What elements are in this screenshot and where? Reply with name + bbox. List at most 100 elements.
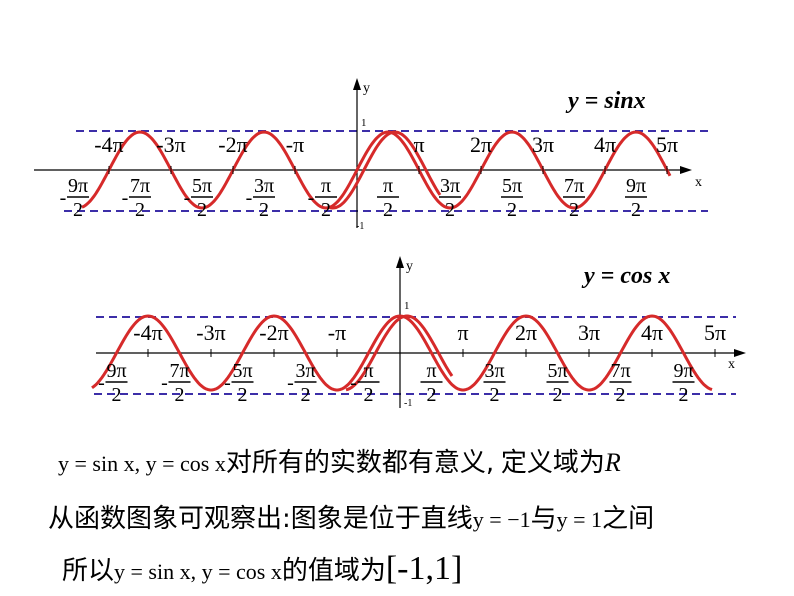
pi-tick-label: 5π <box>704 320 726 345</box>
graphs-canvas: y = sinx y x 1 -1 -4π -3π -2π -π π 2π 3π 4π 5π 9… <box>0 0 794 440</box>
pi-tick-label: -2π <box>259 320 288 345</box>
half-pi-tick-label: 5π2- <box>224 360 253 406</box>
half-pi-tick-label: 9π2- <box>60 175 89 221</box>
half-pi-tick-label: 9π2 <box>673 360 695 406</box>
half-pi-numerator: 5π <box>192 175 212 197</box>
half-pi-minus: - <box>60 187 67 209</box>
half-pi-denominator: 2 <box>238 384 248 406</box>
cos-y-axis-arrow <box>396 256 404 268</box>
half-pi-denominator: 2 <box>553 384 563 406</box>
half-pi-numerator: 3π <box>484 360 504 382</box>
half-pi-denominator: 2 <box>383 199 393 221</box>
half-pi-denominator: 2 <box>490 384 500 406</box>
half-pi-tick-label: 3π2- <box>246 175 275 221</box>
line3-text2: 的值域为 <box>282 556 386 586</box>
half-pi-numerator: 7π <box>169 360 189 382</box>
half-pi-denominator: 2 <box>175 384 185 406</box>
half-pi-minus: - <box>224 372 231 394</box>
half-pi-tick-label: 7π2- <box>161 360 190 406</box>
sin-title: y = sinx <box>565 88 646 114</box>
pi-tick-label: -4π <box>133 320 162 345</box>
sin-y-axis-arrow <box>353 78 361 90</box>
pi-tick-label: 2π <box>515 320 537 345</box>
half-pi-numerator: 3π <box>254 175 274 197</box>
cos-x-axis-arrow <box>734 349 746 357</box>
pi-tick-label: 5π <box>656 132 678 157</box>
pi-tick-label: -4π <box>94 132 123 157</box>
half-pi-denominator: 2 <box>427 384 437 406</box>
half-pi-denominator: 2 <box>507 199 517 221</box>
half-pi-tick-label: 5π2- <box>184 175 213 221</box>
half-pi-denominator: 2 <box>679 384 689 406</box>
half-pi-numerator: π <box>383 175 393 197</box>
half-pi-numerator: π <box>321 175 331 197</box>
half-pi-denominator: 2 <box>197 199 207 221</box>
half-pi-numerator: 9π <box>106 360 126 382</box>
line3-range: [-1,1] <box>386 550 462 587</box>
half-pi-numerator: 7π <box>610 360 630 382</box>
half-pi-denominator: 2 <box>112 384 122 406</box>
cos-graph: y = cos x y x 1 -1 -4π -3π -2π -π π 2π 3π 4π 5π … <box>92 256 746 409</box>
pi-tick-label: 2π <box>470 132 492 157</box>
sin-x-axis-arrow <box>680 166 692 174</box>
cos-half-pi-labels: 9π2-7π2-5π2-3π2-π2-π23π25π27π29π2 <box>98 360 694 406</box>
line2-text3: 之间 <box>602 504 654 534</box>
text-line-domain: y = sin x, y = cos x对所有的实数都有意义, 定义域为R <box>58 442 621 479</box>
sin-graph: y = sinx y x 1 -1 -4π -3π -2π -π π 2π 3π 4π 5π 9… <box>34 78 712 232</box>
half-pi-tick-label: 7π2 <box>563 175 585 221</box>
line1-math: y = sin x, y = cos x <box>58 451 226 476</box>
cos-x-axis-label: x <box>728 357 735 372</box>
half-pi-denominator: 2 <box>301 384 311 406</box>
pi-tick-label: π <box>457 320 468 345</box>
line2-and: 与 <box>531 504 557 534</box>
half-pi-minus: - <box>161 372 168 394</box>
half-pi-denominator: 2 <box>569 199 579 221</box>
text-line-observation: 从函数图象可观察出:图象是位于直线y = −1与y = 1之间 <box>48 498 654 535</box>
half-pi-tick-label: π2- <box>350 360 379 406</box>
half-pi-numerator: 5π <box>232 360 252 382</box>
line2-text2: 图象是位于直线 <box>291 504 473 534</box>
half-pi-numerator: 9π <box>673 360 693 382</box>
half-pi-denominator: 2 <box>135 199 145 221</box>
cos-title: y = cos x <box>581 263 670 289</box>
half-pi-minus: - <box>122 187 129 209</box>
pi-tick-label: -π <box>286 132 304 157</box>
half-pi-minus: - <box>287 372 294 394</box>
half-pi-denominator: 2 <box>616 384 626 406</box>
half-pi-numerator: 9π <box>626 175 646 197</box>
text-line-range: 所以y = sin x, y = cos x的值域为[-1,1] <box>62 550 462 588</box>
half-pi-minus: - <box>308 187 315 209</box>
pi-tick-label: 4π <box>594 132 616 157</box>
sin-y-axis-label: y <box>363 81 370 96</box>
line2-math1: y = −1 <box>473 507 531 532</box>
half-pi-denominator: 2 <box>445 199 455 221</box>
pi-tick-label: 4π <box>641 320 663 345</box>
pi-tick-label: -3π <box>156 132 185 157</box>
half-pi-denominator: 2 <box>259 199 269 221</box>
half-pi-numerator: 9π <box>68 175 88 197</box>
line2-colon: : <box>282 504 291 534</box>
half-pi-tick-label: 9π2- <box>98 360 127 406</box>
line3-text: 所以 <box>62 556 114 586</box>
half-pi-denominator: 2 <box>364 384 374 406</box>
cos-y-tick-bottom: -1 <box>404 398 412 409</box>
pi-tick-label: π <box>413 132 424 157</box>
half-pi-denominator: 2 <box>73 199 83 221</box>
half-pi-minus: - <box>246 187 253 209</box>
line1-R: R <box>605 448 621 477</box>
pi-tick-label: -π <box>328 320 346 345</box>
cos-y-tick-top: 1 <box>404 300 410 312</box>
half-pi-minus: - <box>350 372 357 394</box>
half-pi-numerator: 3π <box>295 360 315 382</box>
half-pi-numerator: π <box>426 360 436 382</box>
half-pi-minus: - <box>98 372 105 394</box>
half-pi-tick-label: 5π2 <box>547 360 569 406</box>
half-pi-tick-label: 5π2 <box>501 175 523 221</box>
half-pi-numerator: 5π <box>547 360 567 382</box>
half-pi-tick-label: 3π2 <box>484 360 506 406</box>
half-pi-numerator: π <box>363 360 373 382</box>
half-pi-numerator: 3π <box>440 175 460 197</box>
half-pi-numerator: 7π <box>564 175 584 197</box>
half-pi-tick-label: 7π2 <box>610 360 632 406</box>
pi-tick-label: -3π <box>196 320 225 345</box>
